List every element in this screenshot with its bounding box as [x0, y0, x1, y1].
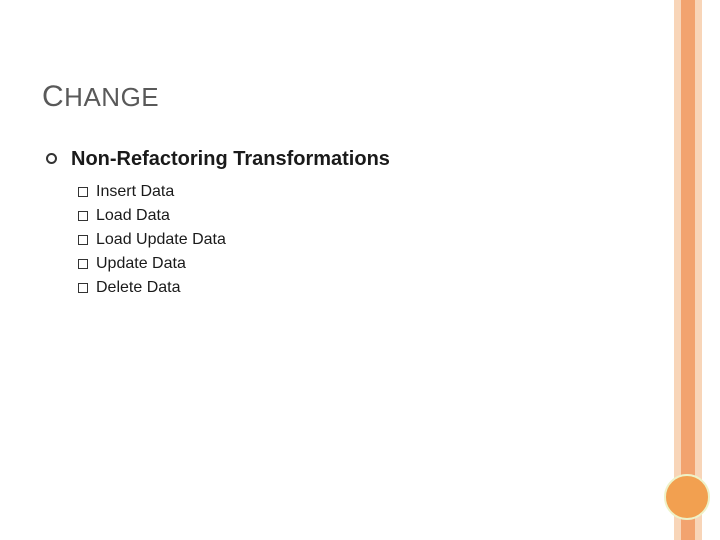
list-item: Update Data: [78, 255, 650, 273]
item-text: Load Update Data: [96, 231, 226, 249]
square-bullet-icon: [78, 211, 88, 221]
item-list: Insert Data Load Data Load Update Data U…: [78, 183, 650, 297]
item-text: Delete Data: [96, 279, 181, 297]
list-item: Insert Data: [78, 183, 650, 201]
list-item: Load Update Data: [78, 231, 650, 249]
slide-content: CHANGE Non-Refactoring Transformations I…: [0, 0, 720, 540]
square-bullet-icon: [78, 259, 88, 269]
title-text: HANGE: [64, 82, 159, 112]
item-text: Load Data: [96, 207, 170, 225]
square-bullet-icon: [78, 283, 88, 293]
section-row: Non-Refactoring Transformations: [46, 148, 650, 171]
item-text: Insert Data: [96, 183, 174, 201]
section-title: Non-Refactoring Transformations: [71, 148, 390, 171]
list-item: Delete Data: [78, 279, 650, 297]
page-title: CHANGE: [42, 80, 650, 114]
ring-bullet-icon: [46, 153, 57, 164]
square-bullet-icon: [78, 187, 88, 197]
list-item: Load Data: [78, 207, 650, 225]
square-bullet-icon: [78, 235, 88, 245]
item-text: Update Data: [96, 255, 186, 273]
